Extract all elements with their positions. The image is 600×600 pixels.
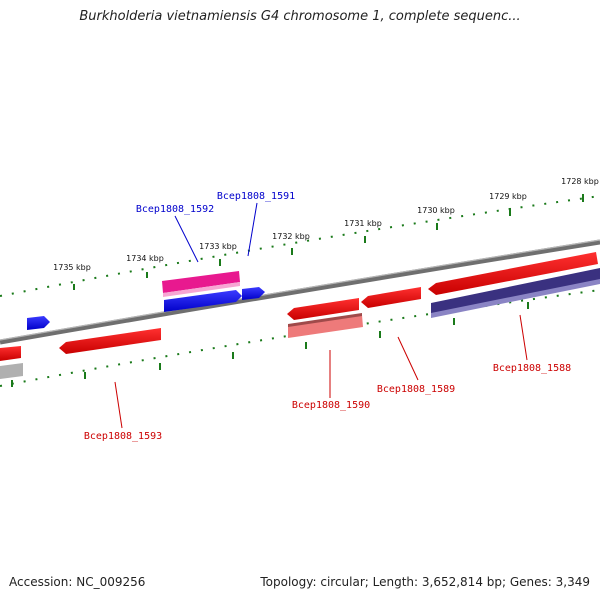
inner-scale-ticks — [11, 302, 529, 387]
gene-label-bcep1808-1588[interactable]: Bcep1808_1588 — [493, 363, 571, 374]
gene-left-forward[interactable] — [27, 316, 50, 330]
gene-label-bcep1808-1590[interactable]: Bcep1808_1590 — [292, 400, 370, 411]
gene-bcep1808-1588-a[interactable] — [428, 252, 598, 295]
genome-backbone — [0, 239, 600, 345]
scale-label-1730: 1730 kbp — [417, 206, 455, 215]
outer-scale-arc — [0, 195, 600, 297]
gene-label-bcep1808-1592[interactable]: Bcep1808_1592 — [136, 204, 214, 215]
gene-bcep1808-1590[interactable] — [288, 313, 363, 338]
scale-label-1728: 1728 kbp — [561, 177, 599, 186]
gene-bcep1808-1588[interactable] — [431, 268, 600, 318]
leader-lines — [114, 202, 528, 429]
scale-label-1731: 1731 kbp — [344, 219, 382, 228]
scale-label-1732: 1732 kbp — [272, 232, 310, 241]
gene-bcep1808-1591[interactable] — [242, 287, 265, 300]
map-title: Burkholderia vietnamiensis G4 chromosome… — [79, 9, 521, 24]
accession-label: Accession: NC_009256 — [9, 575, 146, 589]
gene-label-bcep1808-1593[interactable]: Bcep1808_1593 — [84, 431, 162, 442]
gene-bcep1808-1592[interactable] — [162, 271, 240, 297]
gene-bcep1808-1589[interactable] — [361, 287, 421, 308]
gene-label-bcep1808-1589[interactable]: Bcep1808_1589 — [377, 384, 455, 395]
scale-label-1734: 1734 kbp — [126, 254, 164, 263]
gene-bcep1808-1591-a[interactable] — [164, 290, 242, 312]
scale-label-1735: 1735 kbp — [53, 263, 91, 272]
scale-label-1729: 1729 kbp — [489, 192, 527, 201]
gene-bcep1808-1590-a[interactable] — [287, 298, 359, 320]
inner-scale-arc — [0, 289, 600, 387]
outer-scale-ticks — [73, 194, 584, 290]
scale-label-1733: 1733 kbp — [199, 242, 237, 251]
gene-left-reverse[interactable] — [0, 346, 23, 379]
gene-bcep1808-1593[interactable] — [59, 328, 161, 354]
topology-label: Topology: circular; Length: 3,652,814 bp… — [260, 575, 590, 589]
gene-label-bcep1808-1591[interactable]: Bcep1808_1591 — [217, 191, 295, 202]
